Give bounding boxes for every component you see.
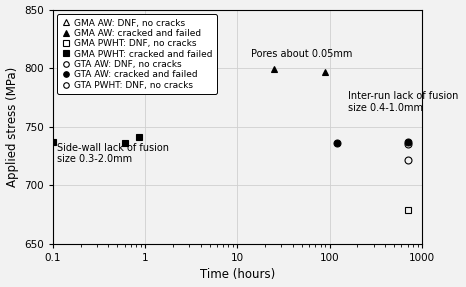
X-axis label: Time (hours): Time (hours)	[200, 268, 275, 282]
Legend: GMA AW: DNF, no cracks, GMA AW: cracked and failed, GMA PWHT: DNF, no cracks, GM: GMA AW: DNF, no cracks, GMA AW: cracked …	[57, 14, 217, 94]
Y-axis label: Applied stress (MPa): Applied stress (MPa)	[6, 67, 19, 187]
Text: Inter-run lack of fusion
size 0.4-1.0mm: Inter-run lack of fusion size 0.4-1.0mm	[349, 91, 459, 113]
Text: Pores about 0.05mm: Pores about 0.05mm	[251, 49, 352, 59]
Text: Side-wall lack of fusion
size 0.3-2.0mm: Side-wall lack of fusion size 0.3-2.0mm	[57, 143, 169, 164]
